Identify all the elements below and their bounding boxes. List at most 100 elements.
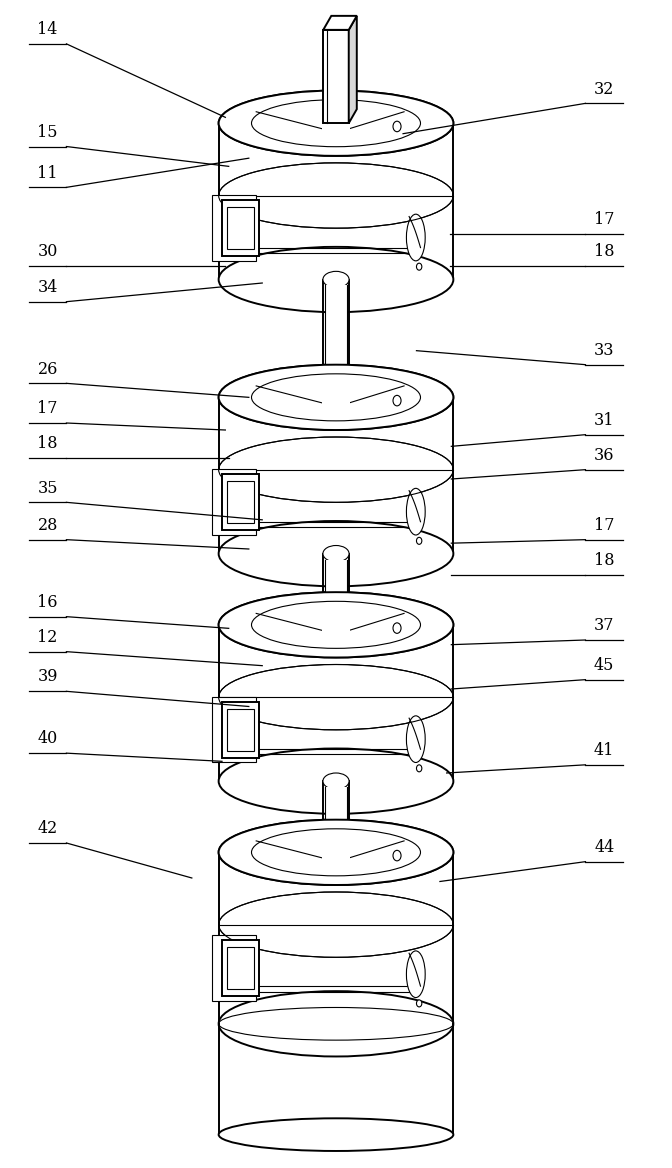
Bar xyxy=(226,709,254,751)
Bar xyxy=(323,781,349,853)
Text: 12: 12 xyxy=(38,628,58,646)
Bar xyxy=(222,474,259,530)
Ellipse shape xyxy=(407,951,425,997)
Text: 14: 14 xyxy=(38,21,58,39)
Bar xyxy=(212,697,255,763)
Bar xyxy=(323,554,349,625)
Ellipse shape xyxy=(218,364,454,430)
Ellipse shape xyxy=(325,836,347,846)
Bar xyxy=(218,925,454,1024)
Text: 16: 16 xyxy=(38,593,58,611)
Ellipse shape xyxy=(393,397,401,408)
Bar xyxy=(218,195,454,279)
Text: 36: 36 xyxy=(594,447,614,464)
Bar xyxy=(322,106,350,139)
Bar xyxy=(326,48,346,1075)
Ellipse shape xyxy=(393,121,401,132)
Bar xyxy=(212,470,255,535)
Text: 31: 31 xyxy=(594,412,614,429)
Ellipse shape xyxy=(323,617,349,633)
Ellipse shape xyxy=(218,592,454,658)
Text: 30: 30 xyxy=(38,243,58,259)
Bar xyxy=(226,481,254,523)
Text: 34: 34 xyxy=(38,279,58,296)
Text: 45: 45 xyxy=(594,656,614,674)
Ellipse shape xyxy=(218,992,454,1057)
Ellipse shape xyxy=(393,623,401,633)
Bar xyxy=(322,836,350,869)
Bar xyxy=(212,195,255,260)
Text: 18: 18 xyxy=(594,243,614,259)
Polygon shape xyxy=(323,30,349,123)
Ellipse shape xyxy=(218,246,454,312)
Ellipse shape xyxy=(407,716,425,763)
Bar xyxy=(212,936,255,1001)
Text: 28: 28 xyxy=(38,516,58,534)
Text: 40: 40 xyxy=(38,730,58,748)
Ellipse shape xyxy=(323,545,349,562)
Text: 15: 15 xyxy=(38,124,58,140)
Bar xyxy=(222,200,259,256)
Ellipse shape xyxy=(323,389,349,405)
Ellipse shape xyxy=(417,765,422,772)
Ellipse shape xyxy=(323,844,349,861)
Bar xyxy=(322,609,350,641)
Ellipse shape xyxy=(417,537,422,544)
Ellipse shape xyxy=(218,521,454,586)
Ellipse shape xyxy=(218,749,454,814)
Text: 17: 17 xyxy=(594,516,614,534)
Text: 17: 17 xyxy=(594,211,614,228)
Ellipse shape xyxy=(393,123,401,133)
Text: 41: 41 xyxy=(594,742,614,759)
Bar xyxy=(218,1024,454,1134)
Ellipse shape xyxy=(218,1118,454,1150)
Ellipse shape xyxy=(407,214,425,260)
Ellipse shape xyxy=(407,488,425,535)
Ellipse shape xyxy=(218,820,454,885)
Ellipse shape xyxy=(323,271,349,287)
Ellipse shape xyxy=(218,91,454,155)
Bar xyxy=(325,787,347,847)
Ellipse shape xyxy=(393,395,401,405)
Text: 18: 18 xyxy=(594,551,614,569)
Ellipse shape xyxy=(325,381,347,390)
Bar xyxy=(218,853,454,925)
Bar xyxy=(222,702,259,758)
Text: 11: 11 xyxy=(38,165,58,181)
Bar xyxy=(323,279,349,397)
Ellipse shape xyxy=(218,364,454,430)
Ellipse shape xyxy=(218,91,454,155)
Bar xyxy=(325,559,347,619)
Bar xyxy=(222,940,259,996)
Text: 33: 33 xyxy=(594,342,614,359)
Bar xyxy=(226,207,254,249)
Ellipse shape xyxy=(393,851,401,862)
Text: 39: 39 xyxy=(38,668,58,686)
Text: 17: 17 xyxy=(38,401,58,417)
Ellipse shape xyxy=(417,263,422,270)
Bar xyxy=(325,285,347,391)
Text: 44: 44 xyxy=(594,839,614,856)
Bar xyxy=(218,470,454,554)
Bar xyxy=(218,123,454,195)
Ellipse shape xyxy=(393,850,401,861)
Ellipse shape xyxy=(417,1000,422,1007)
Text: 37: 37 xyxy=(594,617,614,634)
Polygon shape xyxy=(323,16,357,30)
Ellipse shape xyxy=(218,820,454,885)
Bar xyxy=(218,397,454,470)
Text: 42: 42 xyxy=(38,820,58,837)
Bar xyxy=(226,947,254,989)
Text: 26: 26 xyxy=(38,361,58,377)
Text: 35: 35 xyxy=(38,480,58,496)
Text: 18: 18 xyxy=(38,436,58,452)
Bar xyxy=(322,381,350,413)
Polygon shape xyxy=(349,16,357,123)
Bar xyxy=(218,697,454,781)
Ellipse shape xyxy=(323,773,349,790)
Ellipse shape xyxy=(393,625,401,635)
Ellipse shape xyxy=(325,609,347,618)
Ellipse shape xyxy=(218,592,454,658)
Text: 32: 32 xyxy=(594,81,614,97)
Bar xyxy=(218,625,454,697)
